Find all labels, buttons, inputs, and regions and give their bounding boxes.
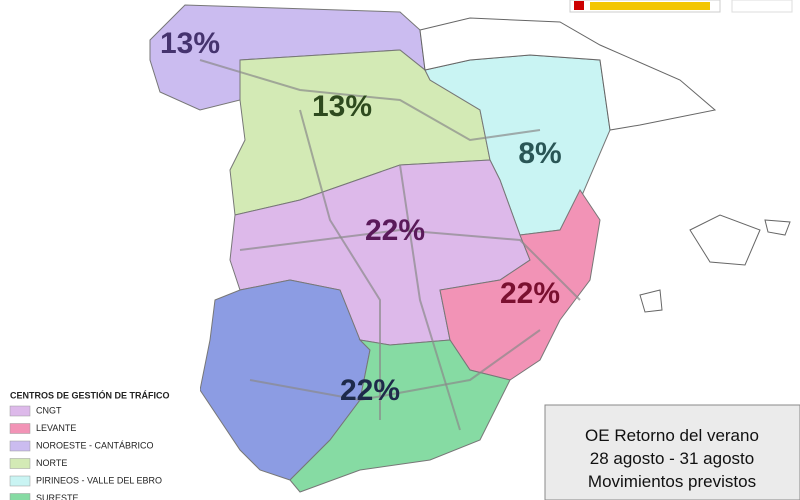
legend-swatch [9,440,31,452]
legend-label: CNGT [36,405,62,415]
legend: CENTROS DE GESTIÓN DE TRÁFICO CNGT LEVANT… [4,385,200,500]
region-label: 22% [340,374,400,407]
legend-swatch [9,405,31,417]
legend-title: CENTROS DE GESTIÓN DE TRÁFICO [10,389,170,400]
legend-bg [4,385,200,500]
info-line: Movimientos previstos [588,472,756,491]
region-label: 13% [160,27,220,60]
legend-swatch [9,423,31,434]
menorca [764,219,791,236]
legend-swatch [9,458,31,469]
legend-items: CNGT LEVANTE NOROESTE - CANTÁBRICO NORTE PIR… [9,405,162,500]
mallorca [689,214,761,266]
legend-label: PIRINEOS - VALLE DEL EBRO [36,475,162,485]
logo-bar [590,2,710,10]
region-label: 13% [312,90,372,123]
logo-dgt [731,0,793,13]
ibiza [639,289,663,313]
info-box: OE Retorno del verano 28 agosto - 31 ago… [544,404,800,500]
road [239,228,581,301]
legend-label: SURESTE [36,493,79,500]
legend-label: NORTE [36,458,67,468]
region-label: 8% [518,137,561,170]
region-label: 22% [500,277,560,310]
region [439,189,601,381]
regions [149,4,611,493]
road [299,109,381,420]
legend-swatch [9,493,31,500]
legend-label: NOROESTE - CANTÁBRICO [36,440,154,450]
info-box-bg [544,404,800,500]
info-line: OE Retorno del verano [585,426,759,445]
region [289,339,511,493]
road [249,329,541,402]
road [399,164,461,431]
legend-swatch [9,475,31,487]
legend-label: LEVANTE [36,423,76,433]
catalonia [419,17,717,131]
region-label: 22% [365,214,425,247]
road [199,59,541,142]
info-line: 28 agosto - 31 agosto [590,449,754,468]
logo-flag [574,1,584,10]
